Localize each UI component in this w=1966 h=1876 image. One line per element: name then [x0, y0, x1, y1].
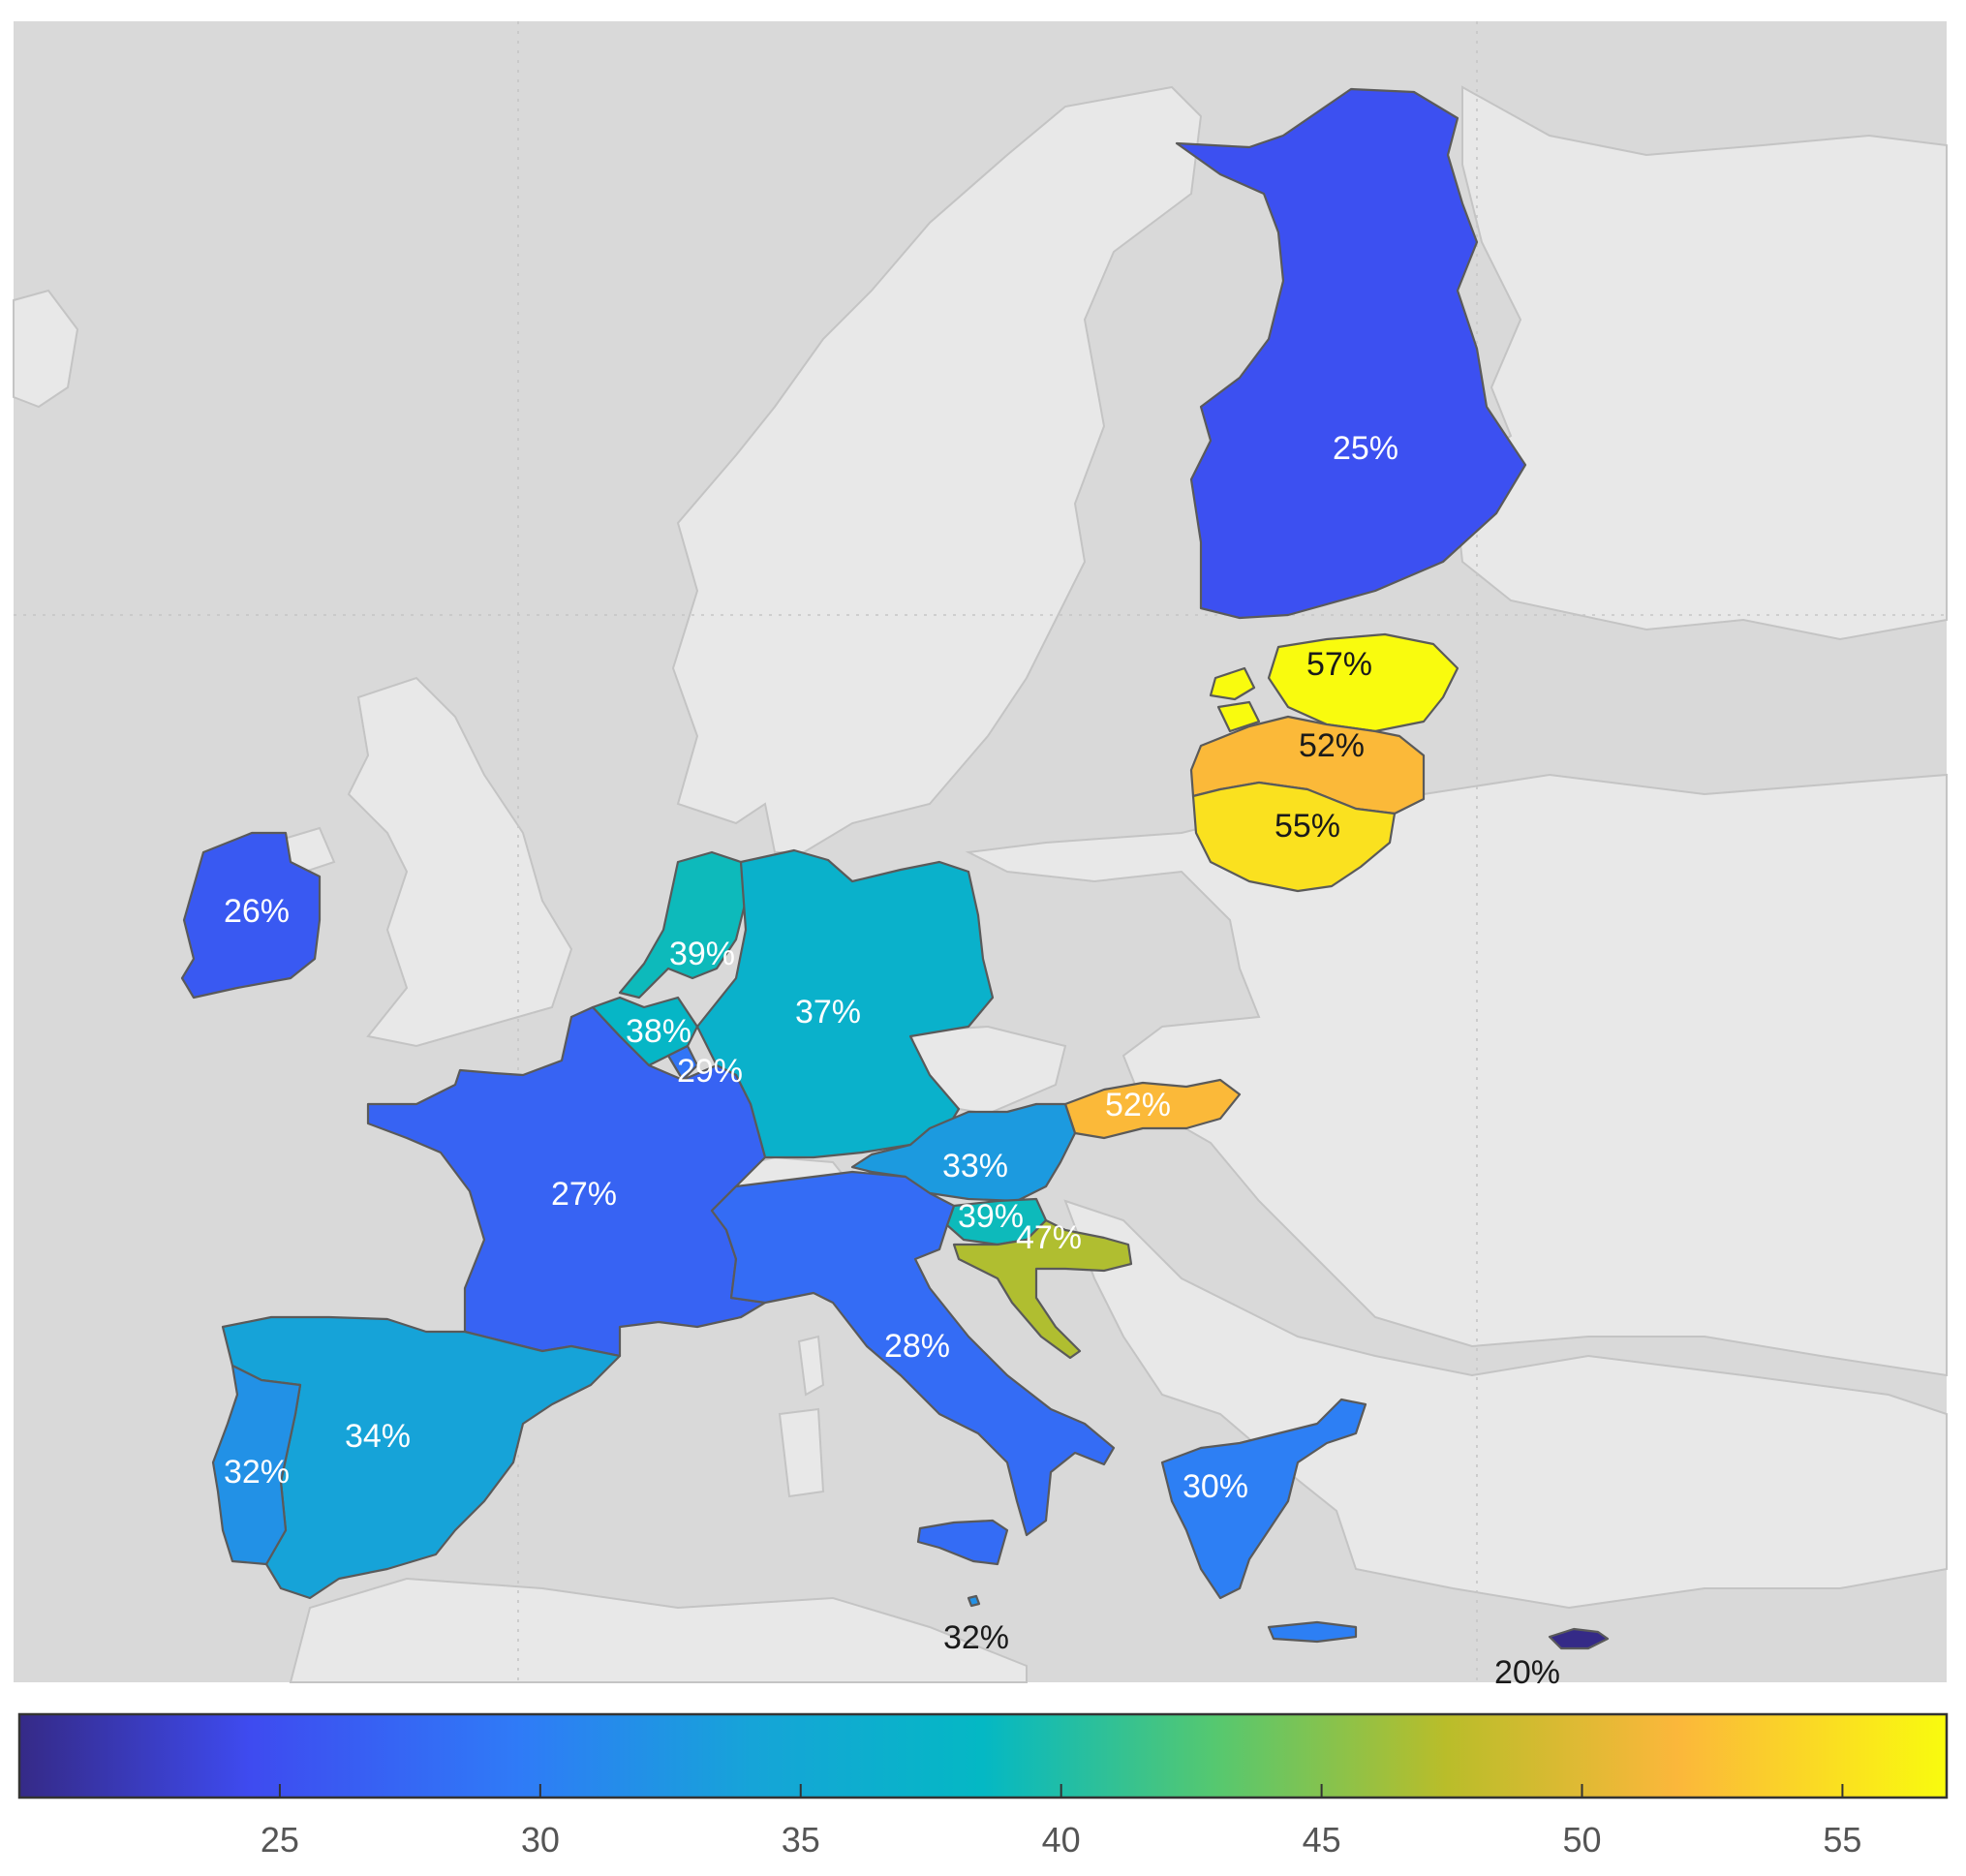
value-label-belgium: 38% [626, 1013, 691, 1050]
value-label-italy: 28% [884, 1328, 950, 1365]
region-croatia [952, 1218, 1133, 1360]
colorbar-tick-label-30: 30 [521, 1820, 560, 1860]
colorbar-gradient [19, 1714, 1947, 1798]
colorbar-ticks: 25 30 35 40 45 50 55 [261, 1784, 1861, 1860]
value-label-greece: 30% [1183, 1468, 1248, 1505]
iceland-land [13, 289, 79, 409]
region-luxembourg [666, 1044, 699, 1082]
colorbar-tick-label-45: 45 [1303, 1820, 1341, 1860]
background-land [13, 85, 1948, 1683]
scandinavia-land [671, 85, 1203, 853]
value-label-ireland: 26% [224, 893, 290, 930]
balkans-land [1063, 1199, 1948, 1610]
region-sicily [916, 1519, 1009, 1566]
colorbar-tick-label-35: 35 [782, 1820, 820, 1860]
value-label-austria: 33% [942, 1148, 1008, 1184]
value-label-latvia: 52% [1299, 727, 1365, 764]
colorbar-tick-label-40: 40 [1042, 1820, 1081, 1860]
region-greece [1160, 1398, 1367, 1600]
value-label-estonia: 57% [1306, 646, 1372, 683]
value-labels: 25%57%52%55%26%39%38%29%37%27%52%33%39%4… [224, 430, 1560, 1691]
eastern-europe-land [965, 773, 1948, 1377]
value-label-netherlands: 39% [669, 936, 735, 972]
colorbar-tick-label-55: 55 [1823, 1820, 1861, 1860]
region-estonia [1267, 632, 1459, 733]
sardinia-land [778, 1407, 825, 1498]
colorbar-frame [17, 1712, 1949, 1799]
value-label-portugal: 32% [224, 1454, 290, 1491]
region-crete [1267, 1620, 1358, 1644]
value-label-cyprus: 20% [1494, 1654, 1560, 1691]
great-britain-land [347, 676, 573, 1048]
colorbar-tick-label-50: 50 [1562, 1820, 1601, 1860]
value-label-croatia: 47% [1016, 1219, 1082, 1256]
value-label-malta: 32% [943, 1619, 1009, 1656]
region-malta [967, 1594, 981, 1608]
region-lithuania [1191, 781, 1397, 893]
russia-north-land [1451, 85, 1948, 641]
map-grid [14, 21, 1947, 1682]
region-portugal [211, 1364, 302, 1566]
value-label-spain: 34% [345, 1418, 411, 1455]
colorbar: 25 30 35 40 45 50 55 [17, 1712, 1949, 1860]
value-label-germany: 37% [795, 994, 861, 1030]
value-label-luxembourg: 29% [677, 1053, 743, 1090]
region-finland [1175, 87, 1527, 620]
value-label-slovenia: 39% [958, 1198, 1024, 1235]
region-cyprus [1548, 1627, 1610, 1650]
value-label-finland: 25% [1333, 430, 1398, 467]
region-slovakia [1063, 1078, 1242, 1140]
countries [180, 87, 1610, 1650]
north-africa-land [289, 1577, 1028, 1683]
value-label-lithuania: 55% [1275, 808, 1340, 845]
colorbar-tick-label-25: 25 [261, 1820, 299, 1860]
region-ireland [180, 831, 322, 1000]
region-italy [710, 1170, 1116, 1537]
region-france [366, 1005, 767, 1358]
region-estonia-islands [1209, 666, 1261, 733]
value-label-slovakia: 52% [1105, 1087, 1171, 1123]
corsica-land [797, 1335, 825, 1397]
value-label-france: 27% [551, 1176, 617, 1213]
